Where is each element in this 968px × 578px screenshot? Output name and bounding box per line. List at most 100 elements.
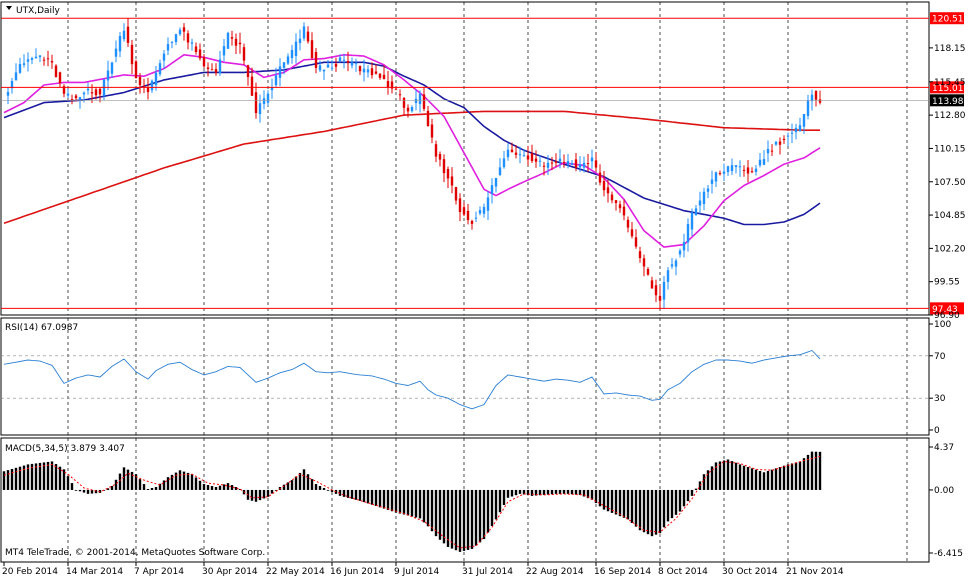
macd-bar — [714, 462, 718, 490]
macd-bar — [158, 483, 162, 490]
macd-bar — [762, 472, 766, 490]
candle-body — [618, 204, 622, 209]
candle-body — [530, 153, 534, 161]
macd-bar — [122, 467, 126, 490]
candle-body — [146, 87, 150, 93]
candle-body — [314, 52, 318, 68]
candle-body — [806, 100, 810, 116]
macd-bar — [650, 489, 654, 537]
macd-bar — [614, 489, 618, 515]
macd-bar — [814, 451, 818, 490]
candle-body — [582, 162, 586, 168]
macd-signal-line — [3, 455, 821, 549]
candle-body — [270, 87, 274, 91]
macd-bar — [266, 489, 270, 497]
candle-body — [198, 49, 202, 59]
macd-bar — [190, 474, 194, 490]
macd-bar — [758, 470, 762, 490]
candle-body — [566, 161, 570, 165]
macd-bar — [630, 489, 634, 524]
macd-bar — [538, 489, 542, 496]
time-tick-label: 30 Apr 2014 — [202, 567, 258, 577]
macd-bar — [370, 489, 374, 505]
macd-bar — [314, 484, 318, 490]
candle-body — [754, 168, 758, 173]
candle-body — [62, 86, 66, 94]
macd-bar — [634, 489, 638, 527]
candle-body — [590, 157, 594, 162]
candle-body — [290, 50, 294, 58]
candle-body — [642, 258, 646, 267]
macd-bar — [214, 487, 218, 490]
candle-body — [266, 93, 270, 103]
candle-body — [666, 270, 670, 282]
macd-bar — [146, 488, 150, 490]
price-pane-frame — [0, 1, 930, 316]
macd-bar — [226, 483, 230, 490]
candle-body — [738, 166, 742, 168]
candle-body — [562, 162, 566, 164]
rsi-pane[interactable]: 100 70 30 0 RSI(14) 67.0987 — [0, 317, 951, 436]
macd-bar — [446, 489, 450, 547]
macd-bar — [390, 489, 394, 512]
macd-bar — [126, 469, 130, 490]
rsi-title: RSI(14) 67.0987 — [5, 323, 78, 333]
rsi-tick-label: 0 — [934, 426, 940, 436]
macd-bar — [106, 488, 110, 490]
macd-bar — [598, 489, 602, 507]
time-tick-label: 16 Jun 2014 — [330, 567, 384, 577]
macd-bar — [542, 489, 546, 495]
candle-body — [794, 127, 798, 133]
macd-bar — [234, 487, 238, 490]
macd-bar — [466, 489, 470, 550]
macd-bar — [310, 479, 314, 490]
macd-pane[interactable]: 4.370.00-6.415 MACD(5,34,5) 3.879 3.407 … — [0, 437, 963, 563]
macd-bar — [778, 467, 782, 490]
macd-bar — [186, 472, 190, 490]
macd-bar — [150, 487, 154, 490]
candle-body — [238, 42, 242, 45]
macd-bar — [726, 459, 730, 490]
macd-bar — [294, 476, 298, 490]
candle-body — [286, 56, 290, 64]
candle-body — [190, 42, 194, 44]
macd-bar — [258, 489, 262, 501]
candle-body — [134, 61, 138, 79]
time-tick-label: 20 Feb 2014 — [2, 567, 58, 577]
macd-bar — [206, 485, 210, 490]
price-levels: 120.51 115.01 97.43 113.98 — [1, 12, 964, 315]
candle-body — [334, 63, 338, 67]
macd-bar — [742, 465, 746, 490]
macd-bar — [406, 489, 410, 516]
macd-bar — [546, 489, 550, 495]
time-tick-label: 22 Aug 2014 — [526, 567, 584, 577]
candle-body — [230, 37, 234, 39]
candle-body — [510, 149, 514, 153]
macd-bar — [82, 489, 86, 493]
candle-body — [34, 56, 38, 59]
macd-bar — [274, 489, 278, 491]
macd-bar — [686, 489, 690, 502]
candle-body — [262, 98, 266, 104]
macd-bar — [522, 489, 526, 495]
candle-body — [814, 90, 818, 100]
price-pane[interactable]: 120.51 115.01 97.43 113.98 118.15 115.45 112.… — [0, 1, 966, 321]
candle-body — [362, 68, 366, 73]
candle-body — [302, 26, 306, 39]
macd-bar — [534, 489, 538, 496]
macd-bar — [626, 489, 630, 520]
macd-bar — [262, 489, 266, 499]
pane-menu-triangle-icon[interactable] — [6, 6, 12, 10]
candle-body — [730, 165, 734, 172]
candle-body — [42, 59, 46, 61]
macd-bar — [394, 489, 398, 513]
macd-bar — [10, 468, 14, 490]
macd-bar — [730, 461, 734, 490]
macd-bar — [498, 489, 502, 513]
macd-bar — [182, 471, 186, 490]
time-axis: 20 Feb 2014 14 Mar 2014 7 Apr 2014 30 Apr 2… — [2, 562, 844, 577]
macd-bar — [422, 489, 426, 523]
candle-body — [434, 144, 438, 157]
macd-bar — [554, 489, 558, 494]
